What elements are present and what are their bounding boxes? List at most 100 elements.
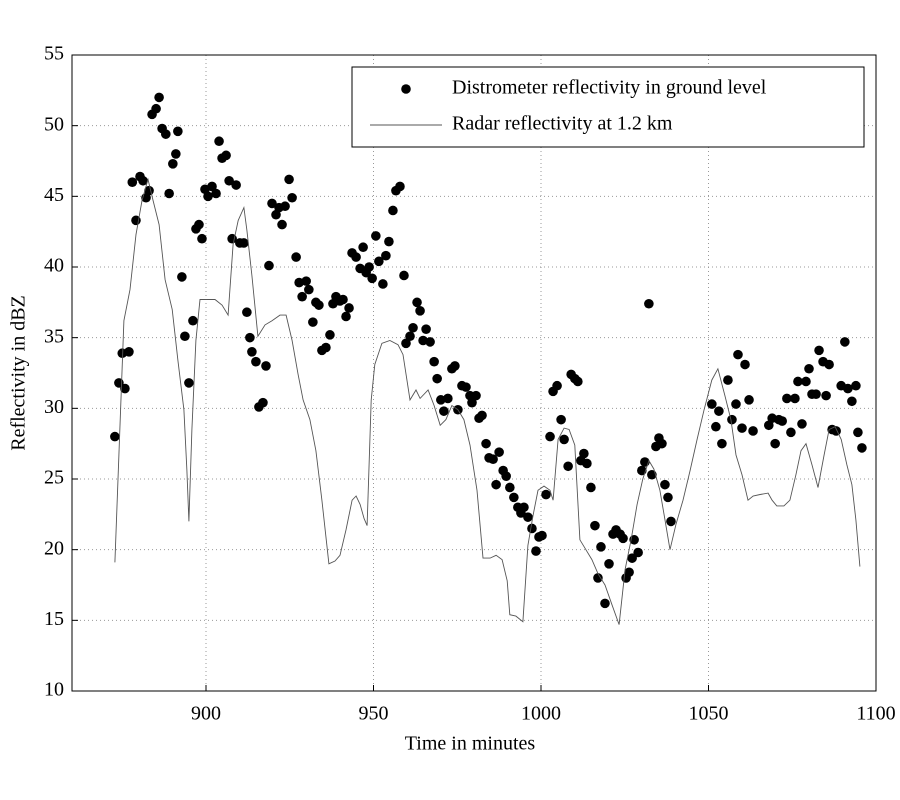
data-point	[851, 380, 861, 391]
data-point	[717, 438, 727, 449]
data-point	[586, 482, 596, 493]
data-point	[857, 443, 867, 453]
data-point	[596, 542, 606, 552]
data-point	[301, 276, 311, 286]
data-point	[280, 201, 290, 212]
data-point	[804, 363, 814, 374]
data-point	[415, 306, 425, 316]
data-point	[727, 414, 737, 425]
y-tick-label: 35	[44, 325, 64, 347]
data-point	[412, 297, 422, 308]
data-point	[384, 236, 394, 247]
data-point	[120, 383, 130, 394]
data-point	[124, 347, 134, 357]
data-point	[782, 393, 792, 404]
data-point	[740, 359, 750, 370]
data-point	[138, 175, 148, 186]
data-point	[786, 427, 796, 438]
data-point	[505, 482, 515, 493]
x-tick-label: 900	[191, 703, 221, 725]
x-tick-label: 1050	[689, 703, 729, 725]
data-point	[461, 382, 471, 392]
data-point	[563, 461, 573, 472]
data-point	[471, 390, 481, 401]
data-point	[378, 279, 388, 289]
y-tick-label: 30	[44, 396, 64, 418]
data-point	[239, 238, 249, 248]
data-point	[590, 520, 600, 531]
legend-label: Distrometer reflectivity in ground level	[452, 77, 767, 99]
data-point	[401, 338, 411, 349]
data-point	[733, 349, 743, 360]
data-point	[467, 397, 477, 408]
data-point	[644, 298, 654, 309]
data-point	[325, 330, 335, 340]
data-point	[291, 252, 301, 262]
data-point	[207, 181, 217, 192]
y-tick-label: 15	[44, 608, 64, 630]
data-point	[843, 383, 853, 394]
data-point	[657, 438, 667, 449]
data-point	[481, 438, 491, 449]
data-point	[180, 331, 190, 342]
data-point	[251, 356, 261, 367]
data-point	[711, 421, 721, 432]
data-point	[371, 231, 381, 241]
data-point	[840, 337, 850, 347]
data-point	[168, 159, 178, 169]
data-point	[171, 149, 181, 159]
y-tick-label: 50	[44, 113, 64, 135]
data-point	[573, 376, 583, 387]
data-point	[509, 492, 519, 503]
data-point	[421, 324, 431, 334]
x-tick-label: 1100	[856, 703, 895, 725]
data-point	[556, 414, 566, 425]
data-point	[358, 242, 368, 253]
data-point	[247, 347, 257, 357]
data-point	[287, 192, 297, 203]
data-point	[221, 150, 231, 161]
data-point	[443, 393, 453, 404]
data-point	[552, 380, 562, 391]
y-tick-label: 20	[44, 537, 64, 559]
data-point	[770, 438, 780, 449]
data-point	[663, 492, 673, 503]
data-point	[408, 322, 418, 333]
data-point	[432, 373, 442, 384]
data-point	[173, 126, 183, 137]
plot-frame	[71, 54, 877, 692]
data-point	[188, 315, 198, 326]
data-point	[579, 448, 589, 459]
data-point	[744, 395, 754, 405]
data-point	[737, 423, 747, 433]
data-point	[245, 332, 255, 343]
data-point	[501, 471, 511, 481]
legend-marker	[401, 84, 411, 94]
data-point	[777, 416, 787, 426]
data-point	[261, 361, 271, 371]
data-point	[194, 219, 204, 230]
data-point	[405, 331, 415, 342]
data-point	[633, 547, 643, 558]
data-point	[748, 426, 758, 436]
y-tick-label: 40	[44, 255, 64, 277]
y-tick-label: 10	[44, 679, 64, 701]
data-point	[801, 376, 811, 387]
data-point	[211, 188, 221, 199]
data-point	[545, 431, 555, 442]
x-tick-label: 1000	[521, 703, 561, 725]
data-point	[344, 303, 354, 313]
data-point	[203, 191, 213, 202]
data-point	[541, 489, 551, 500]
data-point	[127, 177, 138, 187]
data-point	[110, 431, 120, 442]
x-tick-label: 950	[359, 703, 389, 725]
legend-box	[351, 66, 865, 148]
data-point	[600, 598, 610, 609]
y-tick-label: 45	[44, 184, 64, 206]
data-point	[304, 284, 314, 295]
data-point	[637, 465, 647, 476]
data-point	[714, 406, 724, 416]
data-point	[374, 256, 384, 267]
